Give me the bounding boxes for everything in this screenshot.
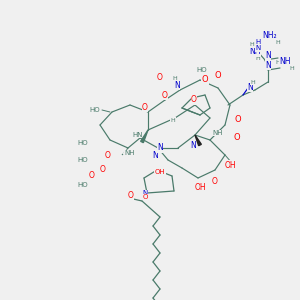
Text: O: O: [215, 70, 221, 80]
Text: H: H: [290, 65, 294, 70]
Text: O: O: [157, 74, 163, 82]
Text: NH: NH: [213, 130, 223, 136]
Text: HN: HN: [133, 132, 143, 138]
Text: O: O: [100, 166, 106, 175]
Text: H: H: [276, 40, 280, 46]
Text: H: H: [250, 43, 254, 47]
Text: N: N: [265, 61, 271, 70]
Text: O: O: [162, 91, 168, 100]
Text: N: N: [142, 190, 148, 196]
Text: O: O: [212, 178, 218, 187]
Text: O: O: [128, 191, 134, 200]
Text: H: H: [250, 80, 255, 85]
Text: NH₂: NH₂: [263, 31, 277, 40]
Text: OH: OH: [224, 160, 236, 169]
Text: N: N: [265, 50, 271, 59]
Text: O: O: [234, 134, 240, 142]
Text: HO: HO: [77, 157, 88, 163]
Text: OH: OH: [155, 169, 165, 175]
Text: HO: HO: [89, 107, 100, 113]
Text: N: N: [247, 82, 253, 91]
Text: OH: OH: [194, 184, 206, 193]
Text: O: O: [202, 76, 208, 85]
Text: H: H: [276, 59, 280, 64]
Text: N: N: [157, 143, 163, 152]
Text: HO: HO: [77, 182, 88, 188]
Text: O: O: [105, 151, 111, 160]
Text: O: O: [89, 170, 95, 179]
Polygon shape: [195, 135, 201, 146]
Text: HO: HO: [77, 140, 88, 146]
Text: O: O: [191, 95, 197, 104]
Text: NH: NH: [125, 150, 135, 156]
Text: N: N: [174, 80, 180, 89]
Polygon shape: [141, 130, 148, 143]
Text: O: O: [235, 116, 241, 124]
Text: H: H: [172, 76, 177, 80]
Text: N: N: [190, 140, 196, 149]
Text: H
N: H N: [255, 38, 261, 52]
Text: H: H: [256, 56, 260, 61]
Text: HO: HO: [196, 67, 207, 73]
Text: NH: NH: [249, 47, 261, 56]
Text: H: H: [171, 118, 176, 122]
Text: O: O: [142, 194, 148, 200]
Text: NH: NH: [279, 58, 291, 67]
Text: N: N: [152, 151, 158, 160]
Text: O: O: [142, 103, 148, 112]
